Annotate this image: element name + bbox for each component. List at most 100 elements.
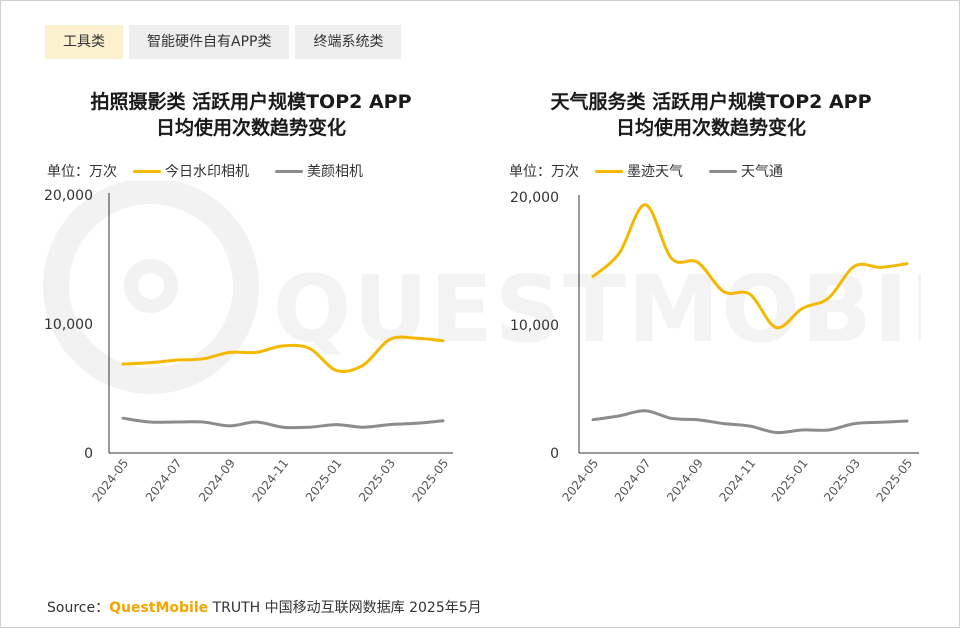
x-tick-label: 2024-05 <box>559 456 601 504</box>
data-point <box>798 304 806 312</box>
chart-1-title-line1: 拍照摄影类 活跃用户规模TOP2 APP <box>90 91 412 113</box>
chart-2-title: 天气服务类 活跃用户规模TOP2 APP 日均使用次数趋势变化 <box>501 89 921 141</box>
data-point <box>332 366 340 374</box>
data-point <box>694 258 702 266</box>
data-point <box>412 334 420 342</box>
tab-tools[interactable]: 工具类 <box>45 25 123 59</box>
chart-2-title-line2: 日均使用次数趋势变化 <box>615 117 806 139</box>
data-point <box>798 426 806 434</box>
data-point <box>439 337 447 345</box>
data-point <box>772 429 780 437</box>
yellow-line-swatch-icon <box>133 169 161 173</box>
x-tick-label: 2025-05 <box>409 456 451 504</box>
data-point <box>386 421 394 429</box>
yellow-line-swatch-icon <box>595 169 623 173</box>
x-tick-label: 2024-09 <box>196 456 238 504</box>
y-tick-label: 10,000 <box>44 317 93 333</box>
legend-label: 今日水印相机 <box>165 164 249 180</box>
legend-label: 墨迹天气 <box>627 164 683 180</box>
chart-1-legend-item-beauty-camera[interactable]: 美颜相机 <box>275 161 363 181</box>
chart-2-legend: 单位：万次 墨迹天气 天气通 <box>509 161 809 181</box>
data-point <box>306 345 314 353</box>
data-point <box>386 336 394 344</box>
data-point <box>851 262 859 270</box>
data-point <box>903 260 911 268</box>
data-point <box>746 290 754 298</box>
chart-1-title: 拍照摄影类 活跃用户规模TOP2 APP 日均使用次数趋势变化 <box>41 89 461 141</box>
data-point <box>439 417 447 425</box>
x-tick-label: 2025-01 <box>303 456 345 504</box>
data-point <box>615 249 623 257</box>
data-point <box>641 201 649 209</box>
x-tick-label: 2025-03 <box>356 456 398 504</box>
data-point <box>306 423 314 431</box>
chart-2-legend-item-moji-weather[interactable]: 墨迹天气 <box>595 161 683 181</box>
y-tick-label: 0 <box>550 446 559 462</box>
data-point <box>668 414 676 422</box>
data-point <box>851 420 859 428</box>
tab-terminal-system[interactable]: 终端系统类 <box>295 25 402 59</box>
x-tick-label: 2025-01 <box>769 456 811 504</box>
series-line-gray[interactable] <box>121 416 445 430</box>
source-suffix: TRUTH 中国移动互联网数据库 2025年5月 <box>208 600 482 616</box>
chart-1-legend-item-watermark-camera[interactable]: 今日水印相机 <box>133 161 249 181</box>
data-point <box>226 422 234 430</box>
source-prefix: Source： <box>47 600 110 616</box>
data-point <box>877 418 885 426</box>
y-tick-label: 20,000 <box>44 188 93 204</box>
data-point <box>146 359 154 367</box>
legend-label: 天气通 <box>741 164 783 180</box>
x-tick-label: 2024-05 <box>89 456 131 504</box>
series-line-yellow[interactable] <box>121 335 445 374</box>
source-note: Source：QuestMobile TRUTH 中国移动互联网数据库 2025… <box>47 597 482 617</box>
data-point <box>226 348 234 356</box>
data-point <box>412 419 420 427</box>
data-point <box>252 348 260 356</box>
gray-line-swatch-icon <box>709 169 737 173</box>
data-point <box>332 421 340 429</box>
chart-1-unit-label: 单位：万次 <box>47 164 117 180</box>
data-point <box>359 423 367 431</box>
x-tick-label: 2024-09 <box>664 456 706 504</box>
series-line-yellow[interactable] <box>591 203 909 330</box>
data-point <box>199 355 207 363</box>
x-tick-label: 2024-07 <box>612 456 654 504</box>
data-point <box>877 263 885 271</box>
data-point <box>279 342 287 350</box>
chart-2-plot: 0 10,000 20,000 2024-05 2024-07 2024-09 2024-1… <box>510 190 919 504</box>
data-point <box>641 407 649 415</box>
y-tick-label: 20,000 <box>510 190 559 206</box>
data-point <box>172 356 180 364</box>
data-point <box>825 294 833 302</box>
chart-2-legend-item-weather-tong[interactable]: 天气通 <box>709 161 783 181</box>
x-tick-label: 2024-07 <box>143 456 185 504</box>
y-tick-label: 0 <box>84 446 93 462</box>
data-point <box>172 418 180 426</box>
data-point <box>668 254 676 262</box>
data-point <box>279 423 287 431</box>
data-point <box>359 361 367 369</box>
data-point <box>825 426 833 434</box>
tab-smart-hardware[interactable]: 智能硬件自有APP类 <box>129 25 290 59</box>
gray-line-swatch-icon <box>275 169 303 173</box>
chart-2-title-line1: 天气服务类 活跃用户规模TOP2 APP <box>550 91 872 113</box>
data-point <box>720 288 728 296</box>
series-line-gray[interactable] <box>591 409 909 435</box>
source-brand: QuestMobile <box>109 600 209 616</box>
x-tick-label: 2025-05 <box>873 456 915 504</box>
data-point <box>746 422 754 430</box>
x-tick-label: 2025-03 <box>821 456 863 504</box>
category-tabs: 工具类 智能硬件自有APP类 终端系统类 <box>45 25 402 59</box>
data-point <box>772 324 780 332</box>
chart-1-legend: 单位：万次 今日水印相机 美颜相机 <box>47 161 389 181</box>
data-point <box>615 412 623 420</box>
x-tick-label: 2024-11 <box>249 456 291 504</box>
y-tick-label: 10,000 <box>510 318 559 334</box>
chart-1-plot: 0 10,000 20,000 2024-05 2024-07 2024-09 2024-1… <box>44 188 453 504</box>
data-point <box>119 414 127 422</box>
data-point <box>199 418 207 426</box>
data-point <box>903 417 911 425</box>
data-point <box>720 420 728 428</box>
data-point <box>589 272 597 280</box>
